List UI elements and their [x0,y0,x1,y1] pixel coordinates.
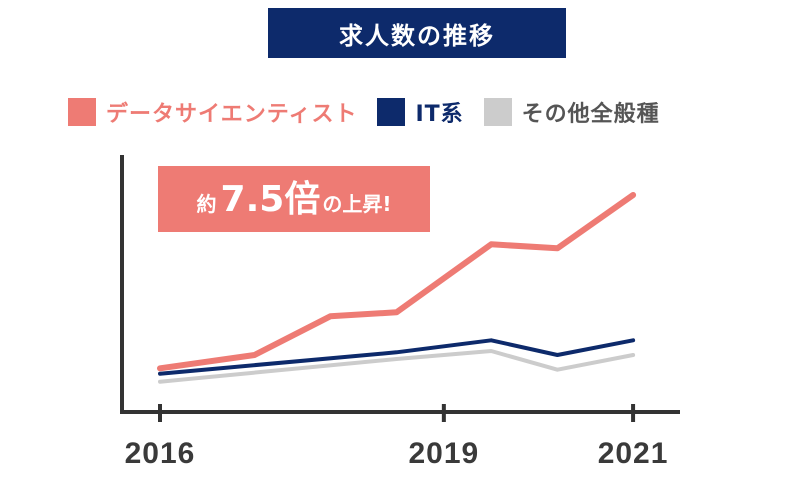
legend-label-other: その他全般種 [521,102,660,127]
callout-value: 7.5倍 [220,179,321,220]
callout-suffix: の上昇! [322,192,392,216]
legend-item-other: その他全般種 [483,96,660,128]
growth-callout: 約 7.5倍 の上昇! [158,166,430,232]
legend: データサイエンティスト IT系 その他全般種 [68,96,680,128]
x-tick-label: 2021 [598,437,669,470]
series-line-it [158,338,636,376]
legend-label-it: IT系 [415,102,464,127]
legend-swatch-it [377,98,406,126]
series-line-other [158,349,636,384]
x-tick-label: 2019 [408,437,479,470]
legend-label-data-scientist: データサイエンティスト [106,102,358,127]
x-tick-label: 2016 [125,437,196,470]
callout-prefix: 約 [196,192,217,216]
chart-title: 求人数の推移 [268,8,566,58]
legend-swatch-data-scientist [68,98,96,126]
legend-item-it: IT系 [377,96,463,128]
legend-swatch-other [483,98,512,126]
legend-item-data-scientist: データサイエンティスト [68,96,357,128]
series-line-data-scientist [157,192,637,372]
